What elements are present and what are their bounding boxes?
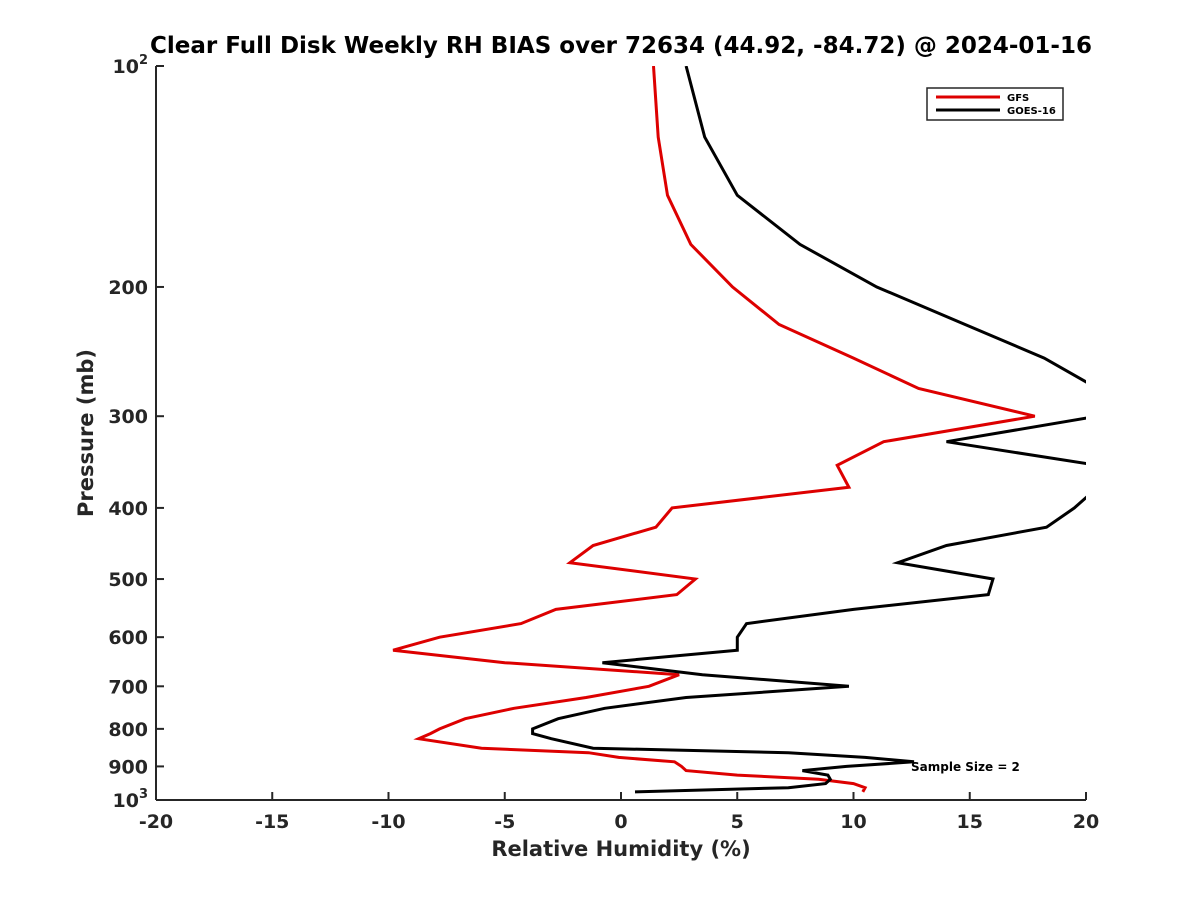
x-axis-label: Relative Humidity (%) [491,837,750,861]
x-tick-label: 5 [731,811,744,833]
legend-label-goes16: GOES-16 [1007,106,1056,117]
series-line-gfs [392,66,1036,793]
x-tick-label: 10 [840,811,866,833]
y-tick-label: 500 [108,569,148,591]
y-tick-label: 900 [108,756,148,778]
legend-label-gfs: GFS [1007,93,1029,104]
x-tick-label: -5 [494,811,515,833]
x-ticks: -20 -15 -10 -5 0 5 10 15 20 [139,792,1099,833]
y-tick-label: 102 [113,53,149,78]
y-tick-label: 200 [108,277,148,299]
x-tick-label: 0 [614,811,627,833]
y-tick-label: 300 [108,406,148,428]
series-layer [392,66,1086,794]
x-tick-label: -10 [371,811,405,833]
y-tick-label: 800 [108,719,148,741]
y-tick-label: 400 [108,498,148,520]
series-line-goes16 [531,66,1086,794]
y-axis-label: Pressure (mb) [74,349,98,517]
y-tick-label: 103 [113,787,149,812]
sample-size-annotation: Sample Size = 2 [911,760,1020,774]
chart-title: Clear Full Disk Weekly RH BIAS over 7263… [150,33,1092,59]
x-tick-label: -20 [139,811,173,833]
y-ticks: 102 200 300 400 500 600 700 800 900 103 [108,53,164,812]
legend: GFS GOES-16 [926,87,1064,121]
x-tick-label: 20 [1073,811,1099,833]
x-tick-label: -15 [255,811,289,833]
y-tick-label: 700 [108,676,148,698]
y-tick-label: 600 [108,627,148,649]
x-tick-label: 15 [957,811,983,833]
legend-box [926,87,1064,121]
